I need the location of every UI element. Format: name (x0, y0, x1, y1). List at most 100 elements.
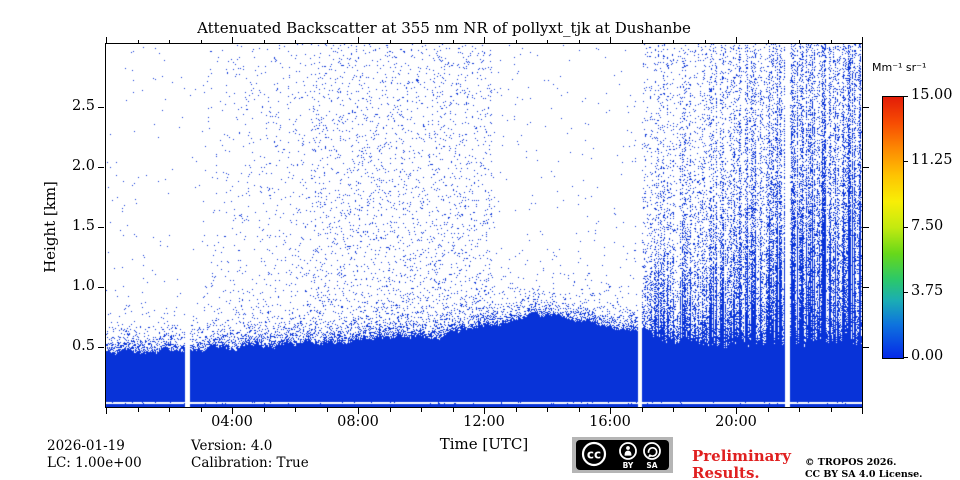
x-minor-tick-top (138, 39, 139, 43)
colorbar-tick (903, 357, 908, 359)
x-minor-tick (264, 408, 265, 412)
x-tick-label: 04:00 (211, 414, 253, 430)
x-minor-tick (673, 408, 674, 412)
y-major-tick-right (863, 287, 869, 289)
x-major-tick (484, 408, 486, 414)
x-minor-tick-top (264, 39, 265, 43)
preliminary-label-line2: Results. (692, 464, 760, 480)
x-minor-tick (453, 408, 454, 412)
x-minor-tick-top (421, 39, 422, 43)
x-minor-tick-top (516, 39, 517, 43)
y-major-tick-right (863, 347, 869, 349)
colorbar-tick-label: 15.00 (911, 87, 953, 103)
x-minor-tick-top (831, 39, 832, 43)
y-tick-label: 1.5 (71, 218, 95, 234)
x-minor-tick (421, 408, 422, 412)
x-axis-label: Time [UTC] (439, 435, 529, 453)
x-minor-tick (642, 408, 643, 412)
x-minor-tick-top (390, 39, 391, 43)
x-minor-tick (201, 408, 202, 412)
x-tick-label: 20:00 (715, 414, 757, 430)
y-major-tick (98, 287, 104, 289)
x-minor-tick-top (799, 39, 800, 43)
copyright-line1: © TROPOS 2026. (805, 457, 897, 468)
x-minor-tick-top (327, 39, 328, 43)
colorbar-tick-label: 11.25 (911, 152, 953, 168)
lidar-constant-label: LC: 1.00e+00 (47, 455, 142, 471)
x-minor-tick-top (453, 39, 454, 43)
x-minor-tick (579, 408, 580, 412)
x-major-tick-top (736, 37, 738, 43)
cc-logo-icon (581, 441, 607, 467)
y-major-tick-right (863, 167, 869, 169)
plot-area (105, 43, 863, 408)
x-minor-tick-top (642, 39, 643, 43)
colorbar-unit-label: Mm⁻¹ sr⁻¹ (872, 61, 927, 74)
colorbar (882, 96, 904, 359)
x-minor-tick-top (169, 39, 170, 43)
svg-text:SA: SA (646, 461, 657, 470)
plot-title: Attenuated Backscatter at 355 nm NR of p… (197, 19, 691, 37)
x-minor-tick (516, 408, 517, 412)
colorbar-tick (903, 96, 908, 98)
y-major-tick (98, 347, 104, 349)
x-minor-tick (547, 408, 548, 412)
cc-by-sa-badge: cc BY SA (572, 437, 673, 473)
calibration-label: Calibration: True (191, 455, 309, 471)
y-major-tick (98, 107, 104, 109)
colorbar-tick (903, 227, 908, 229)
x-tick-label: 08:00 (337, 414, 379, 430)
backscatter-data-canvas (106, 44, 862, 407)
y-tick-label: 1.0 (71, 278, 95, 294)
x-minor-tick (768, 408, 769, 412)
x-major-tick (610, 408, 612, 414)
x-minor-tick (705, 408, 706, 412)
share-alike-arrow-icon (643, 442, 661, 460)
svg-text:BY: BY (623, 461, 634, 470)
x-major-tick (862, 408, 864, 414)
x-tick-label: 12:00 (463, 414, 505, 430)
x-major-tick (358, 408, 360, 414)
x-major-tick-top (862, 37, 864, 43)
y-major-tick (98, 167, 104, 169)
colorbar-tick (903, 161, 908, 163)
colorbar-tick-label: 7.50 (911, 218, 944, 234)
x-minor-tick-top (201, 39, 202, 43)
x-major-tick (736, 408, 738, 414)
x-minor-tick (390, 408, 391, 412)
x-tick-label: 16:00 (589, 414, 631, 430)
svg-text:cc: cc (587, 448, 601, 462)
x-minor-tick-top (547, 39, 548, 43)
x-minor-tick-top (673, 39, 674, 43)
attribution-person-icon (619, 442, 637, 460)
colorbar-tick-label: 0.00 (911, 348, 944, 364)
y-tick-label: 0.5 (71, 338, 95, 354)
copyright-line2: CC BY SA 4.0 License. (805, 469, 923, 480)
x-minor-tick-top (295, 39, 296, 43)
x-minor-tick (799, 408, 800, 412)
colorbar-tick-label: 3.75 (911, 283, 944, 299)
x-minor-tick (831, 408, 832, 412)
x-minor-tick (138, 408, 139, 412)
y-tick-label: 2.5 (71, 98, 95, 114)
y-major-tick (98, 227, 104, 229)
version-label: Version: 4.0 (191, 438, 273, 454)
x-major-tick (232, 408, 234, 414)
x-major-tick-top (484, 37, 486, 43)
preliminary-label-line1: Preliminary (692, 447, 791, 465)
x-major-tick-top (610, 37, 612, 43)
y-tick-label: 2.0 (71, 158, 95, 174)
x-minor-tick (169, 408, 170, 412)
y-major-tick-right (863, 227, 869, 229)
colorbar-tick (903, 292, 908, 294)
x-minor-tick (327, 408, 328, 412)
x-major-tick-top (106, 37, 108, 43)
x-minor-tick-top (768, 39, 769, 43)
x-major-tick-top (358, 37, 360, 43)
x-minor-tick (295, 408, 296, 412)
x-major-tick-top (232, 37, 234, 43)
x-minor-tick-top (705, 39, 706, 43)
x-major-tick (106, 408, 108, 414)
x-minor-tick-top (579, 39, 580, 43)
